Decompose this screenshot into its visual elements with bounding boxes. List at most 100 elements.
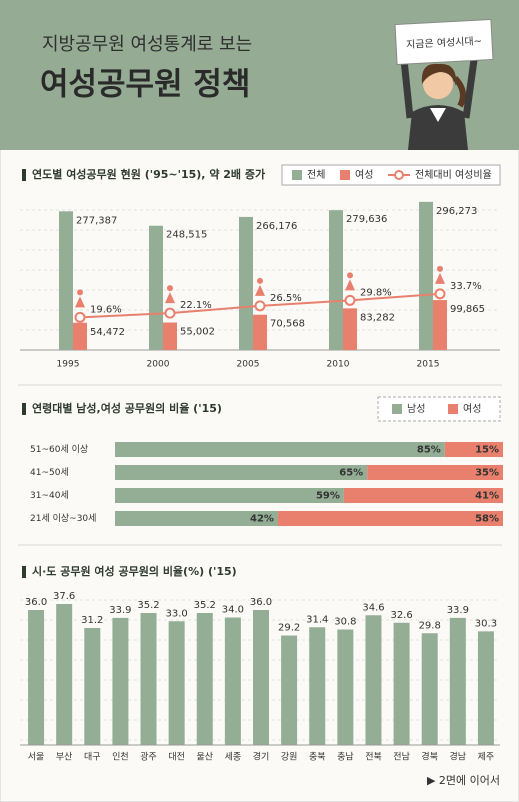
x-tick-label: 경남 xyxy=(450,751,467,763)
bar xyxy=(140,613,157,745)
bar-label: 31.2 xyxy=(81,615,103,626)
x-tick-label: 강원 xyxy=(281,752,298,763)
section-title: 연도별 여성공무원 현원 ('95~'15), 약 2배 증가 xyxy=(32,167,265,181)
ratio-point xyxy=(344,294,356,306)
bar-label: 58% xyxy=(475,514,499,525)
bar xyxy=(449,617,466,745)
x-tick-label: 2015 xyxy=(417,360,440,370)
bar xyxy=(365,615,382,745)
x-tick-label: 대전 xyxy=(168,752,185,763)
bar-label: 32.6 xyxy=(390,610,412,621)
x-tick-label: 2005 xyxy=(237,360,260,370)
bar xyxy=(73,322,87,350)
x-tick-label: 1995 xyxy=(57,360,80,370)
person-body xyxy=(345,279,355,291)
bar-label: 33.0 xyxy=(166,608,188,619)
sign-text: 지금은 여성시대~ xyxy=(406,35,482,51)
bar-label: 31.4 xyxy=(306,614,328,625)
ratio-point xyxy=(164,307,176,319)
ratio-label: 33.7% xyxy=(450,281,482,292)
bar xyxy=(59,211,73,350)
bar xyxy=(343,308,357,350)
bar-label: 29.8 xyxy=(419,620,441,631)
bar xyxy=(84,628,101,745)
bar xyxy=(329,210,343,350)
header-title: 여성공무원 정책 xyxy=(40,67,250,103)
bar-label: 279,636 xyxy=(346,214,387,225)
bar xyxy=(112,617,129,745)
legend-dot xyxy=(394,170,404,180)
legend-label: 여성 xyxy=(355,169,373,181)
bar-segment xyxy=(367,465,503,480)
header-subtitle: 지방공무원 여성통계로 보는 xyxy=(42,34,252,55)
bar xyxy=(253,314,267,350)
bar-label: 296,273 xyxy=(436,206,477,217)
legend-swatch xyxy=(392,404,402,414)
legend-label: 전체대비 여성비율 xyxy=(415,169,492,181)
bar xyxy=(393,622,410,745)
y-tick-label: 41~50세 xyxy=(30,467,69,478)
person-body xyxy=(75,296,85,308)
ratio-point xyxy=(74,311,86,323)
legend-label: 여성 xyxy=(463,403,481,415)
bar-label: 30.8 xyxy=(334,617,356,628)
bar xyxy=(224,617,241,745)
bar-label: 35.2 xyxy=(137,600,159,611)
bar-segment xyxy=(343,488,503,503)
bar-label: 15% xyxy=(475,445,499,456)
section-marker xyxy=(22,403,26,415)
y-tick-label: 31~40세 xyxy=(30,490,69,501)
character xyxy=(394,18,494,150)
bar-label: 266,176 xyxy=(256,221,297,232)
bar-segment xyxy=(115,442,445,457)
legend-swatch xyxy=(340,170,350,180)
person-body xyxy=(165,292,175,304)
y-tick-label: 21세 이상~30세 xyxy=(30,513,96,524)
ratio-label: 22.1% xyxy=(180,300,212,311)
person-body xyxy=(435,272,445,284)
bar-label: 34.0 xyxy=(222,605,244,616)
x-tick-label: 세종 xyxy=(225,752,242,763)
bar-label: 277,387 xyxy=(76,215,117,226)
x-tick-label: 제주 xyxy=(478,752,495,763)
person-head xyxy=(167,285,173,292)
x-tick-label: 경기 xyxy=(253,751,270,763)
ratio-point xyxy=(254,300,266,312)
x-tick-label: 울산 xyxy=(196,752,213,763)
bar-segment xyxy=(115,488,344,503)
bar xyxy=(168,621,185,745)
bar-label: 55,002 xyxy=(180,326,215,337)
legend-swatch xyxy=(448,404,458,414)
bar-label: 30.3 xyxy=(475,618,497,629)
bar-label: 35% xyxy=(475,468,499,479)
bar-label: 83,282 xyxy=(360,312,395,323)
bar xyxy=(56,604,73,745)
ratio-label: 19.6% xyxy=(90,304,122,315)
bar-label: 54,472 xyxy=(90,327,125,338)
bar xyxy=(149,225,163,350)
bar-label: 36.0 xyxy=(250,597,272,608)
bar xyxy=(253,610,269,745)
ratio-label: 29.8% xyxy=(360,287,392,298)
x-tick-label: 충북 xyxy=(309,752,326,763)
x-tick-label: 충남 xyxy=(337,752,354,763)
person-head xyxy=(437,265,443,272)
x-tick-label: 전북 xyxy=(365,752,382,763)
bar xyxy=(28,610,45,745)
bar-segment xyxy=(115,465,368,480)
x-tick-label: 전남 xyxy=(393,752,410,763)
x-tick-label: 광주 xyxy=(140,751,157,763)
bar-label: 33.9 xyxy=(447,605,469,616)
bar-label: 33.9 xyxy=(109,605,131,616)
x-tick-label: 부산 xyxy=(56,752,73,763)
bar xyxy=(281,635,298,745)
ratio-label: 26.5% xyxy=(270,293,302,304)
bar-label: 85% xyxy=(417,445,441,456)
bar xyxy=(433,300,447,350)
section-title: 시·도 공무원 여성 공무원의 비율(%) ('15) xyxy=(32,564,237,578)
person-head xyxy=(347,272,353,279)
x-tick-label: 2010 xyxy=(327,360,350,370)
bar-label: 36.0 xyxy=(25,597,47,608)
